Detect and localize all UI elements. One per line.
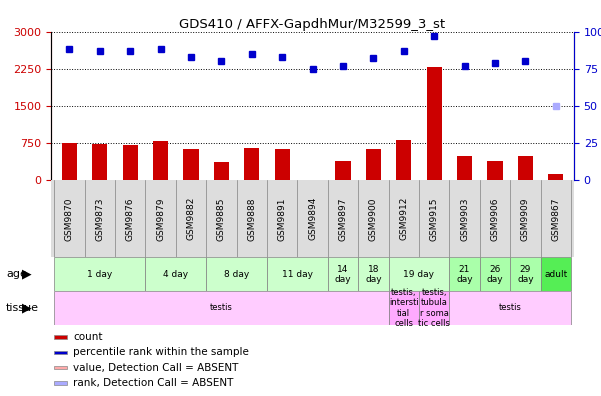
Text: GSM9903: GSM9903 — [460, 197, 469, 240]
Text: 1 day: 1 day — [87, 270, 112, 279]
Bar — [388, 291, 419, 325]
Bar — [53, 366, 67, 369]
Bar — [123, 145, 138, 180]
Bar — [487, 161, 502, 180]
Bar — [548, 174, 563, 180]
Text: GSM9906: GSM9906 — [490, 197, 499, 240]
Bar — [450, 257, 480, 291]
Text: GSM9891: GSM9891 — [278, 197, 287, 240]
Text: GSM9894: GSM9894 — [308, 197, 317, 240]
Text: value, Detection Call = ABSENT: value, Detection Call = ABSENT — [73, 363, 239, 373]
Bar — [54, 257, 145, 291]
Text: 21
day: 21 day — [456, 265, 473, 284]
Text: ▶: ▶ — [22, 268, 32, 281]
Bar — [540, 257, 571, 291]
Bar — [183, 149, 198, 180]
Bar — [53, 335, 67, 339]
Text: 8 day: 8 day — [224, 270, 249, 279]
Bar — [396, 139, 411, 180]
Text: GSM9873: GSM9873 — [95, 197, 104, 240]
Text: 11 day: 11 day — [282, 270, 313, 279]
Text: GSM9900: GSM9900 — [369, 197, 378, 240]
Text: ▶: ▶ — [22, 301, 32, 314]
Bar — [267, 257, 328, 291]
Text: testis: testis — [210, 303, 233, 312]
Bar — [62, 143, 77, 180]
Bar — [419, 291, 450, 325]
Bar — [366, 149, 381, 180]
Bar — [244, 147, 259, 180]
Text: 29
day: 29 day — [517, 265, 534, 284]
Text: GSM9885: GSM9885 — [217, 197, 226, 240]
Bar — [153, 141, 168, 180]
Text: GSM9912: GSM9912 — [399, 197, 408, 240]
Text: testis,
intersti
tial
cells: testis, intersti tial cells — [389, 288, 418, 328]
Text: GSM9888: GSM9888 — [247, 197, 256, 240]
Text: GSM9879: GSM9879 — [156, 197, 165, 240]
Text: 26
day: 26 day — [487, 265, 503, 284]
Bar — [358, 257, 388, 291]
Text: rank, Detection Call = ABSENT: rank, Detection Call = ABSENT — [73, 378, 233, 388]
Bar — [480, 257, 510, 291]
Text: GSM9909: GSM9909 — [521, 197, 530, 240]
Text: 19 day: 19 day — [403, 270, 435, 279]
Bar — [328, 257, 358, 291]
Text: age: age — [6, 269, 27, 279]
Bar — [427, 67, 442, 180]
Bar — [145, 257, 206, 291]
Bar — [335, 161, 350, 180]
Text: count: count — [73, 332, 103, 342]
Bar — [510, 257, 540, 291]
Text: testis,
tubula
r soma
tic cells: testis, tubula r soma tic cells — [418, 288, 450, 328]
Bar — [53, 381, 67, 385]
Text: GSM9915: GSM9915 — [430, 197, 439, 240]
Text: 18
day: 18 day — [365, 265, 382, 284]
Bar — [450, 291, 571, 325]
Bar — [517, 156, 533, 180]
Text: tissue: tissue — [6, 303, 39, 313]
Text: GSM9870: GSM9870 — [65, 197, 74, 240]
Text: 14
day: 14 day — [335, 265, 351, 284]
Text: GSM9882: GSM9882 — [186, 197, 195, 240]
Text: 4 day: 4 day — [163, 270, 188, 279]
Bar — [457, 156, 472, 180]
Text: GSM9867: GSM9867 — [551, 197, 560, 240]
Text: adult: adult — [544, 270, 567, 279]
Text: percentile rank within the sample: percentile rank within the sample — [73, 347, 249, 358]
Text: testis: testis — [499, 303, 522, 312]
Bar — [54, 291, 388, 325]
Bar — [275, 149, 290, 180]
Bar — [388, 257, 450, 291]
Bar — [92, 143, 108, 180]
Bar — [53, 351, 67, 354]
Bar — [214, 162, 229, 180]
Title: GDS410 / AFFX-GapdhMur/M32599_3_st: GDS410 / AFFX-GapdhMur/M32599_3_st — [180, 17, 445, 30]
Bar — [206, 257, 267, 291]
Text: GSM9876: GSM9876 — [126, 197, 135, 240]
Text: GSM9897: GSM9897 — [338, 197, 347, 240]
